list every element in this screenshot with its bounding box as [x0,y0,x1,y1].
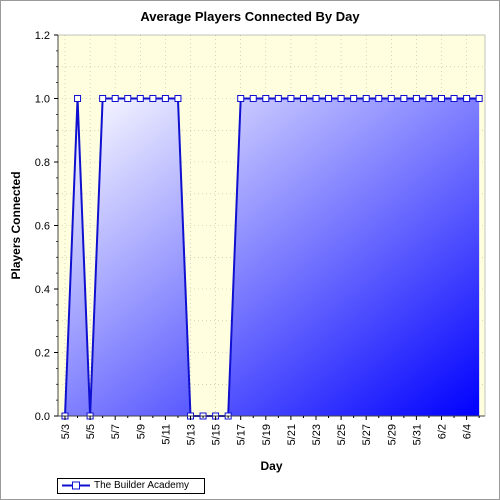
legend: The Builder Academy [57,478,205,494]
data-point [74,95,82,102]
x-tick-label: 5/31 [411,424,423,445]
data-point [450,95,458,102]
chart-title: Average Players Connected By Day [140,9,360,24]
y-tick-label: 0.8 [35,157,50,169]
x-tick-label: 5/23 [311,424,323,445]
data-point [149,95,157,102]
data-point [400,95,408,102]
data-point [312,95,320,102]
x-tick-label: 6/4 [462,424,474,439]
x-tick-label: 5/25 [336,424,348,445]
data-point [299,95,307,102]
x-tick-label: 5/21 [286,424,298,445]
x-axis-title: Day [260,459,282,473]
data-point [111,95,119,102]
x-tick-label: 5/7 [110,424,122,439]
x-tick-label: 6/2 [437,424,449,439]
y-tick-label: 1.0 [35,94,50,106]
data-point [337,95,345,102]
x-tick-label: 5/13 [186,424,198,445]
data-point [174,95,182,102]
y-tick-label: 0.4 [35,284,50,296]
x-tick-label: 5/17 [236,424,248,445]
data-point [161,95,169,102]
x-tick-label: 5/19 [261,424,273,445]
data-point [387,95,395,102]
data-point [350,95,358,102]
data-point [249,95,257,102]
series-area [65,98,480,416]
data-point [237,95,245,102]
legend-swatch [62,481,90,490]
y-tick-label: 0.0 [35,411,50,423]
x-tick-label: 5/5 [85,424,97,439]
data-point [412,95,420,102]
y-tick-label: 1.2 [35,30,50,42]
legend-label: The Builder Academy [94,480,190,491]
series-line [64,97,480,417]
data-point [136,95,144,102]
data-point [475,95,483,102]
x-tick-label: 5/9 [135,424,147,439]
data-point [262,95,270,102]
data-point [425,95,433,102]
data-point [287,95,295,102]
data-point [124,95,132,102]
x-tick-label: 5/11 [160,424,172,445]
data-point [463,95,471,102]
data-point [99,95,107,102]
data-point [274,95,282,102]
x-tick-label: 5/3 [60,424,72,439]
x-tick-label: 5/29 [386,424,398,445]
y-tick-label: 0.2 [35,348,50,360]
y-tick-label: 0.6 [35,221,50,233]
data-point [438,95,445,102]
y-axis-title: Players Connected [9,171,23,279]
x-tick-label: 5/27 [361,424,373,445]
data-point [375,95,383,102]
x-tick-label: 5/15 [211,424,223,445]
data-point [325,95,333,102]
data-point [362,95,370,102]
